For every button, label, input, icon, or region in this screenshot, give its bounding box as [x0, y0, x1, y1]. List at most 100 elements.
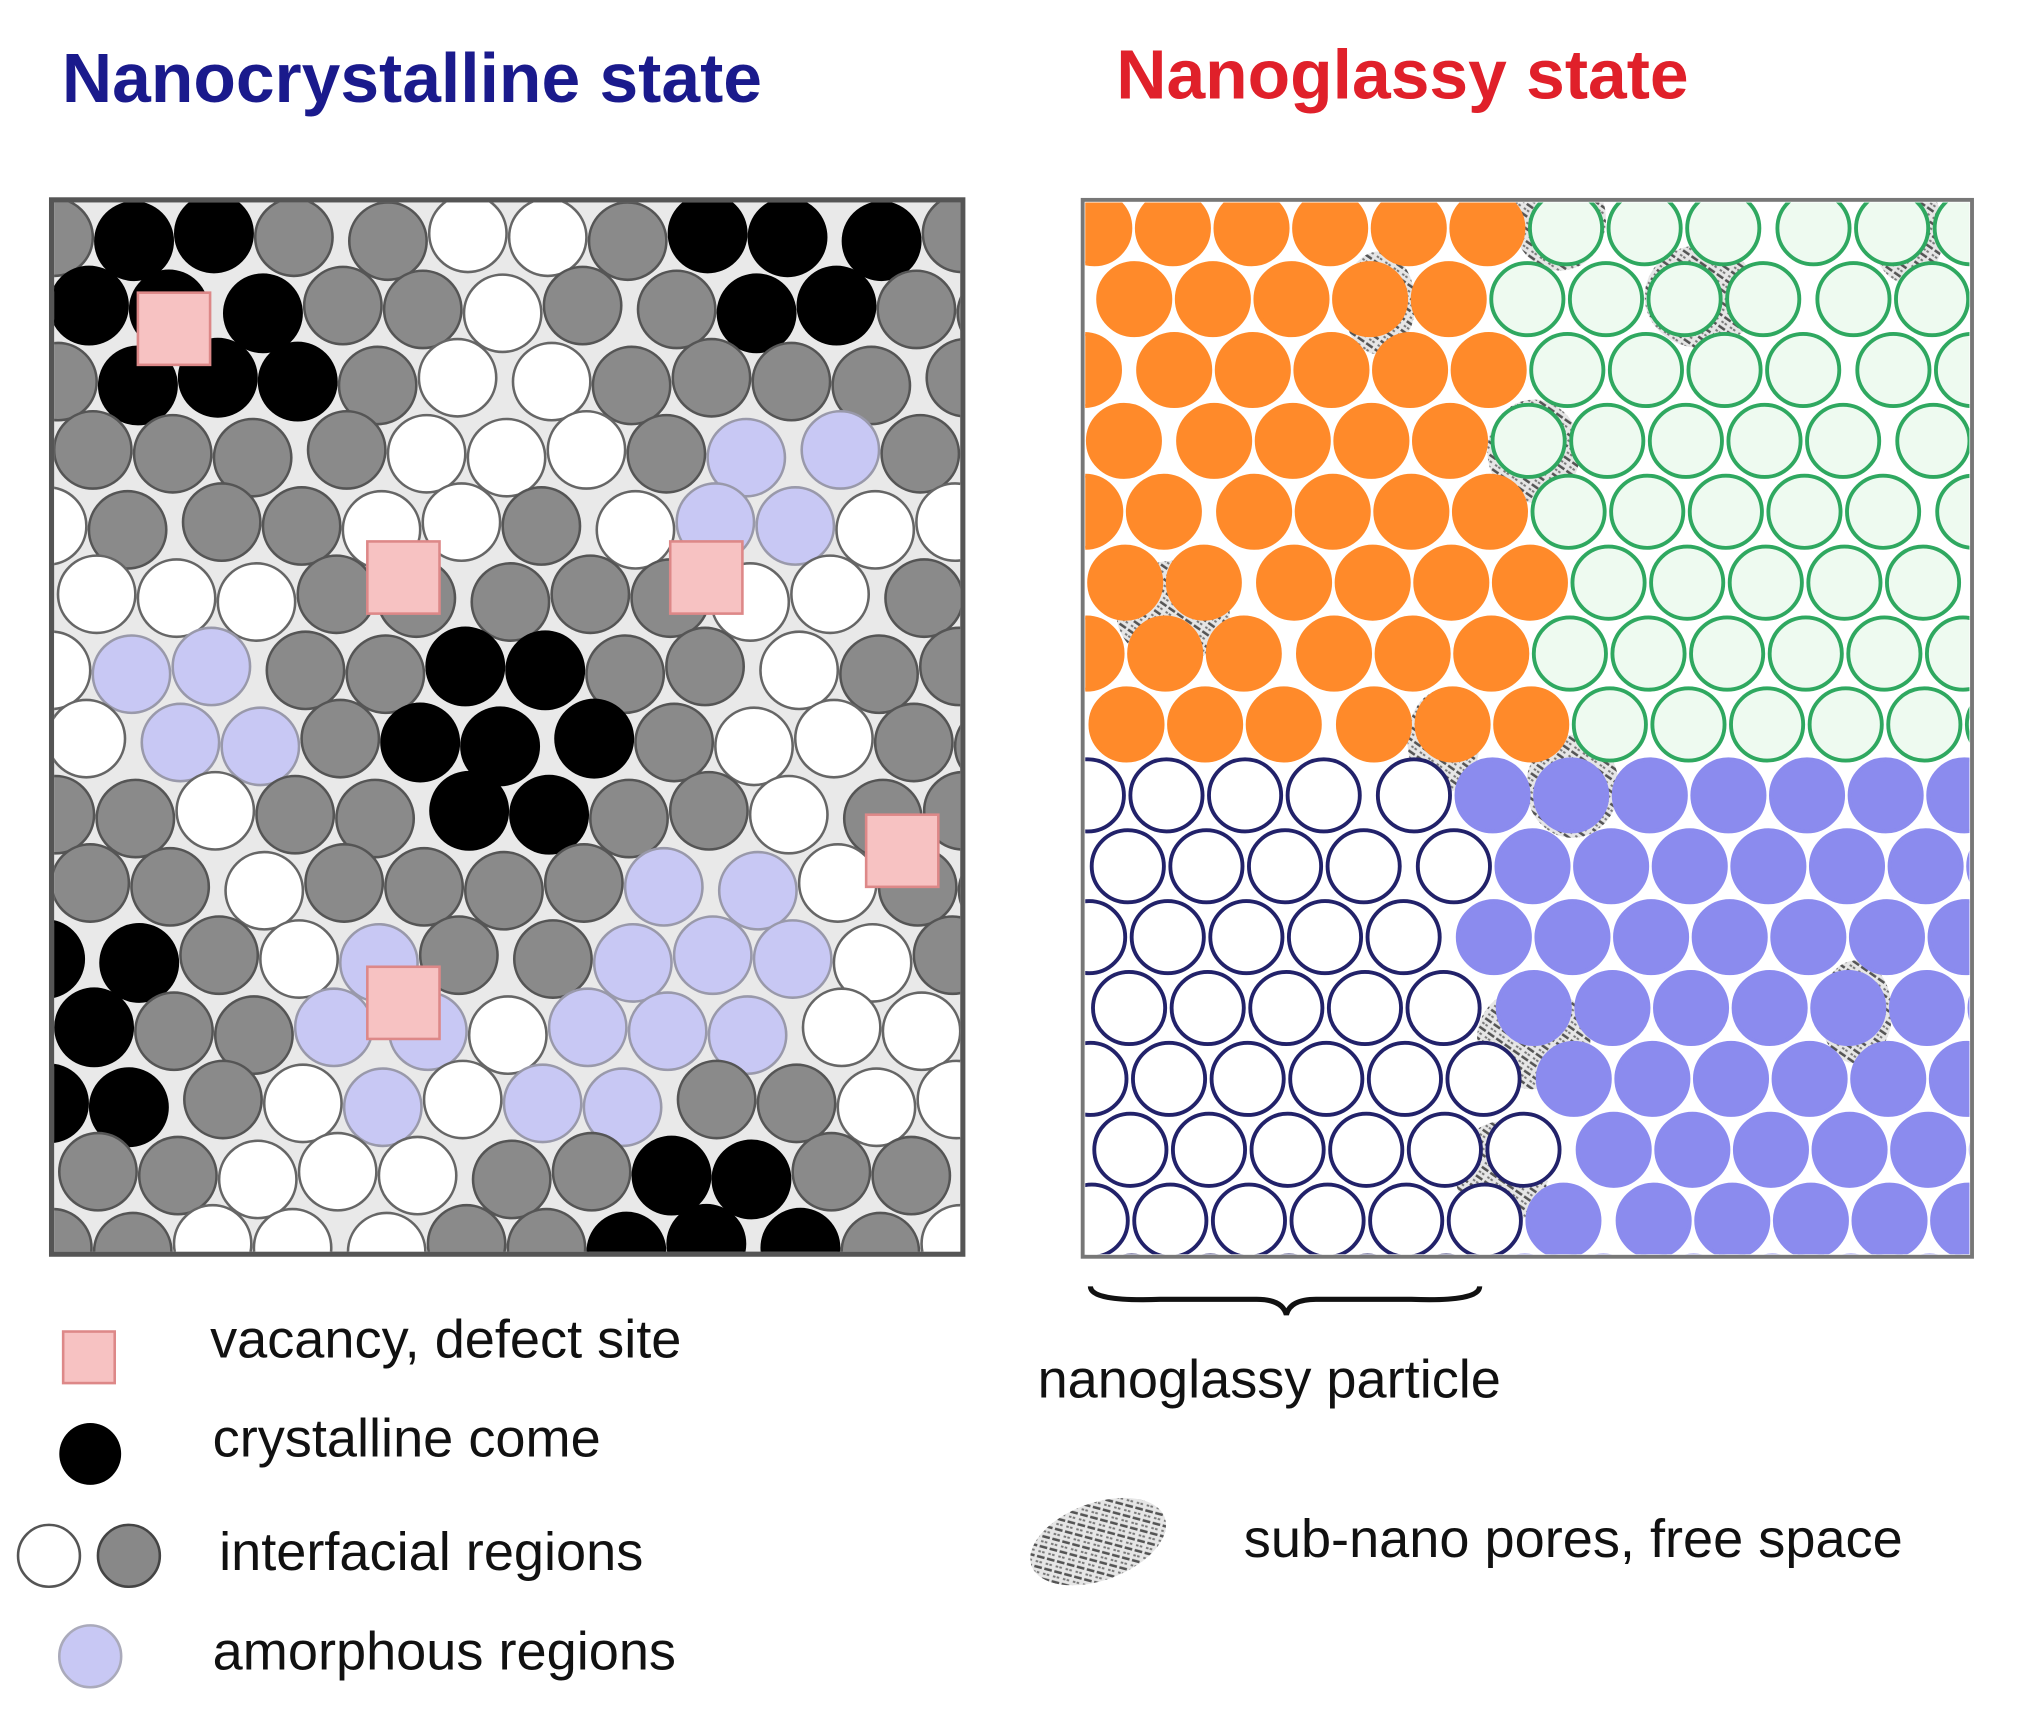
- particle-atom: [1491, 544, 1568, 621]
- particle-atom: [1208, 899, 1285, 976]
- atom: [836, 1067, 917, 1148]
- atom: [595, 489, 676, 570]
- atom: [382, 269, 463, 350]
- atom: [58, 1131, 138, 1212]
- particle-atom: [1410, 261, 1487, 338]
- particle-atom: [1574, 969, 1651, 1047]
- atom: [925, 338, 961, 418]
- atom: [587, 202, 668, 282]
- particle-atom: [1132, 1182, 1209, 1255]
- atom: [95, 778, 176, 859]
- atom: [965, 563, 1042, 640]
- particle-atom: [1689, 615, 1766, 692]
- particle-atom: [1976, 405, 2021, 477]
- particle-atom: [1771, 1040, 1848, 1117]
- particle-atom: [1125, 473, 1202, 550]
- atom: [667, 202, 748, 274]
- particle-atom: [1725, 261, 1802, 338]
- atom: [426, 1203, 507, 1252]
- particle-atom: [1216, 473, 1293, 550]
- atom: [220, 706, 301, 787]
- atom: [54, 341, 98, 422]
- particle-atom: [1886, 686, 1963, 763]
- atom: [335, 778, 416, 859]
- particle-atom: [1333, 402, 1410, 479]
- atom: [94, 202, 174, 282]
- particle-atom: [1374, 615, 1451, 692]
- particle-atom: [1205, 615, 1282, 692]
- vacancy: [668, 540, 744, 615]
- particle-atom: [1089, 828, 1166, 905]
- atom: [880, 413, 961, 494]
- particle-atom: [1207, 757, 1284, 834]
- particle-atom: [1530, 473, 1607, 550]
- atom: [752, 919, 833, 999]
- atom: [54, 202, 95, 278]
- atom: [429, 770, 510, 851]
- atom: [54, 843, 131, 923]
- atom: [884, 558, 961, 639]
- particle-atom: [1573, 828, 1650, 905]
- particle-atom: [1450, 331, 1527, 409]
- atom: [554, 698, 635, 779]
- atom: [967, 1141, 1044, 1218]
- particle-atom: [1134, 202, 1211, 267]
- atom: [253, 202, 334, 278]
- particle-atom: [1085, 473, 1124, 550]
- atom: [132, 413, 213, 494]
- particle-atom: [1609, 473, 1686, 550]
- particle-atom: [1326, 969, 1403, 1047]
- vacancy: [366, 540, 441, 615]
- particle-atom: [1325, 828, 1402, 905]
- atom: [801, 987, 882, 1068]
- atom: [342, 1067, 423, 1148]
- particle-atom: [1096, 261, 1173, 338]
- atom: [509, 774, 590, 855]
- particle-atom: [1894, 261, 1970, 338]
- particle-atom: [1927, 899, 1970, 976]
- particle-atom: [1570, 544, 1647, 621]
- atom: [747, 202, 828, 278]
- atom: [54, 698, 127, 779]
- particle-atom: [1365, 899, 1442, 976]
- atom: [54, 1063, 89, 1144]
- brace: [1087, 1285, 1483, 1316]
- atom: [671, 337, 752, 418]
- particle-atom: [1247, 828, 1324, 905]
- particle-atom: [1810, 969, 1887, 1047]
- atom: [791, 1131, 872, 1212]
- atom: [346, 1211, 427, 1252]
- particle-atom: [1495, 969, 1572, 1047]
- particle-atom: [1529, 331, 1606, 409]
- particle-atom: [1335, 686, 1412, 763]
- atom: [707, 995, 788, 1076]
- atom: [56, 554, 137, 635]
- atom: [755, 486, 836, 566]
- particle-atom: [1288, 1040, 1365, 1117]
- atom: [835, 489, 916, 570]
- particle-atom: [1846, 615, 1923, 692]
- atom: [957, 876, 961, 905]
- vacancy: [864, 813, 940, 889]
- particle-atom: [1085, 899, 1128, 976]
- atom: [506, 1207, 587, 1252]
- atom: [841, 202, 922, 282]
- particle-atom: [1972, 1255, 2021, 1327]
- particle-atom: [1726, 402, 1803, 479]
- particle-atom: [1414, 686, 1491, 763]
- atom: [871, 1135, 952, 1216]
- atom: [586, 1211, 667, 1252]
- atom: [511, 341, 592, 422]
- particle-atom: [1808, 828, 1886, 905]
- particle-atom: [1887, 828, 1964, 905]
- atom: [551, 1131, 632, 1212]
- atom: [589, 778, 669, 859]
- particle-atom: [1885, 544, 1962, 621]
- atom: [953, 724, 961, 769]
- atom: [505, 630, 586, 711]
- particle-atom: [1651, 828, 1728, 905]
- particle-atom: [1281, 1253, 1296, 1255]
- atom: [171, 626, 252, 707]
- atom: [790, 554, 871, 635]
